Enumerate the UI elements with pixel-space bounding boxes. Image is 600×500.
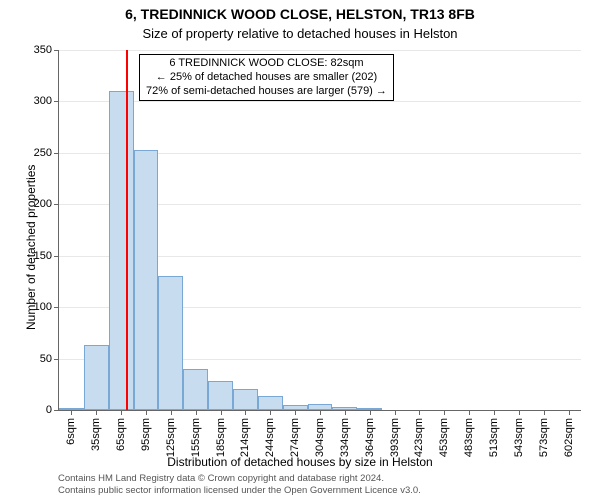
x-tick	[146, 410, 147, 415]
x-tick	[444, 410, 445, 415]
x-tick-label: 513sqm	[488, 418, 500, 458]
x-tick	[71, 410, 72, 415]
x-tick	[569, 410, 570, 415]
bar	[258, 396, 283, 410]
footer-line-2: Contains public sector information licen…	[58, 485, 421, 496]
x-tick-label: 244sqm	[264, 418, 276, 458]
x-tick	[121, 410, 122, 415]
x-tick-label: 274sqm	[289, 418, 301, 458]
x-tick	[295, 410, 296, 415]
y-tick	[54, 256, 59, 257]
x-tick-label: 393sqm	[389, 418, 401, 458]
y-tick	[54, 307, 59, 308]
x-tick	[469, 410, 470, 415]
x-tick	[270, 410, 271, 415]
x-tick	[370, 410, 371, 415]
x-tick-label: 214sqm	[239, 418, 251, 458]
x-tick-label: 423sqm	[413, 418, 425, 458]
y-tick-label: 150	[12, 250, 52, 262]
footer-line-1: Contains HM Land Registry data © Crown c…	[58, 473, 421, 484]
x-tick-label: 364sqm	[364, 418, 376, 458]
x-tick-label: 35sqm	[90, 418, 102, 458]
plot-area: 6 TREDINNICK WOOD CLOSE: 82sqm← 25% of d…	[58, 50, 581, 411]
y-tick-label: 0	[12, 404, 52, 416]
chart-container: 6, TREDINNICK WOOD CLOSE, HELSTON, TR13 …	[0, 0, 600, 500]
y-tick	[54, 359, 59, 360]
gridline	[59, 50, 581, 51]
bar	[134, 150, 159, 410]
bar	[158, 276, 183, 410]
x-tick	[196, 410, 197, 415]
x-tick	[519, 410, 520, 415]
x-tick	[245, 410, 246, 415]
x-tick-label: 334sqm	[339, 418, 351, 458]
annotation-box: 6 TREDINNICK WOOD CLOSE: 82sqm← 25% of d…	[139, 54, 394, 101]
y-tick	[54, 153, 59, 154]
x-tick-label: 155sqm	[190, 418, 202, 458]
x-tick	[395, 410, 396, 415]
y-tick-label: 200	[12, 198, 52, 210]
x-tick	[419, 410, 420, 415]
y-tick-label: 300	[12, 95, 52, 107]
annotation-line: 6 TREDINNICK WOOD CLOSE: 82sqm	[146, 57, 387, 71]
footer-credits: Contains HM Land Registry data © Crown c…	[58, 473, 421, 496]
y-tick-label: 100	[12, 301, 52, 313]
chart-title: 6, TREDINNICK WOOD CLOSE, HELSTON, TR13 …	[0, 6, 600, 22]
x-tick	[320, 410, 321, 415]
x-tick-label: 483sqm	[463, 418, 475, 458]
bar	[183, 369, 208, 410]
x-tick-label: 304sqm	[314, 418, 326, 458]
bar	[208, 381, 233, 410]
x-tick-label: 185sqm	[215, 418, 227, 458]
y-tick-label: 250	[12, 147, 52, 159]
bar	[109, 91, 134, 410]
annotation-line: 72% of semi-detached houses are larger (…	[146, 85, 387, 99]
x-tick	[345, 410, 346, 415]
chart-subtitle: Size of property relative to detached ho…	[0, 26, 600, 41]
x-tick-label: 125sqm	[165, 418, 177, 458]
y-tick	[54, 50, 59, 51]
x-tick-label: 6sqm	[65, 418, 77, 458]
gridline	[59, 101, 581, 102]
y-tick	[54, 101, 59, 102]
marker-line	[126, 50, 128, 410]
x-tick	[221, 410, 222, 415]
x-tick-label: 95sqm	[140, 418, 152, 458]
bar	[233, 389, 258, 410]
x-tick-label: 602sqm	[563, 418, 575, 458]
x-tick	[544, 410, 545, 415]
y-tick	[54, 410, 59, 411]
x-tick	[96, 410, 97, 415]
x-tick	[171, 410, 172, 415]
bar	[84, 345, 109, 410]
x-tick-label: 453sqm	[438, 418, 450, 458]
x-tick	[494, 410, 495, 415]
y-tick-label: 50	[12, 353, 52, 365]
x-tick-label: 573sqm	[538, 418, 550, 458]
x-tick-label: 543sqm	[513, 418, 525, 458]
y-tick	[54, 204, 59, 205]
y-tick-label: 350	[12, 44, 52, 56]
annotation-line: ← 25% of detached houses are smaller (20…	[146, 71, 387, 85]
x-tick-label: 65sqm	[115, 418, 127, 458]
